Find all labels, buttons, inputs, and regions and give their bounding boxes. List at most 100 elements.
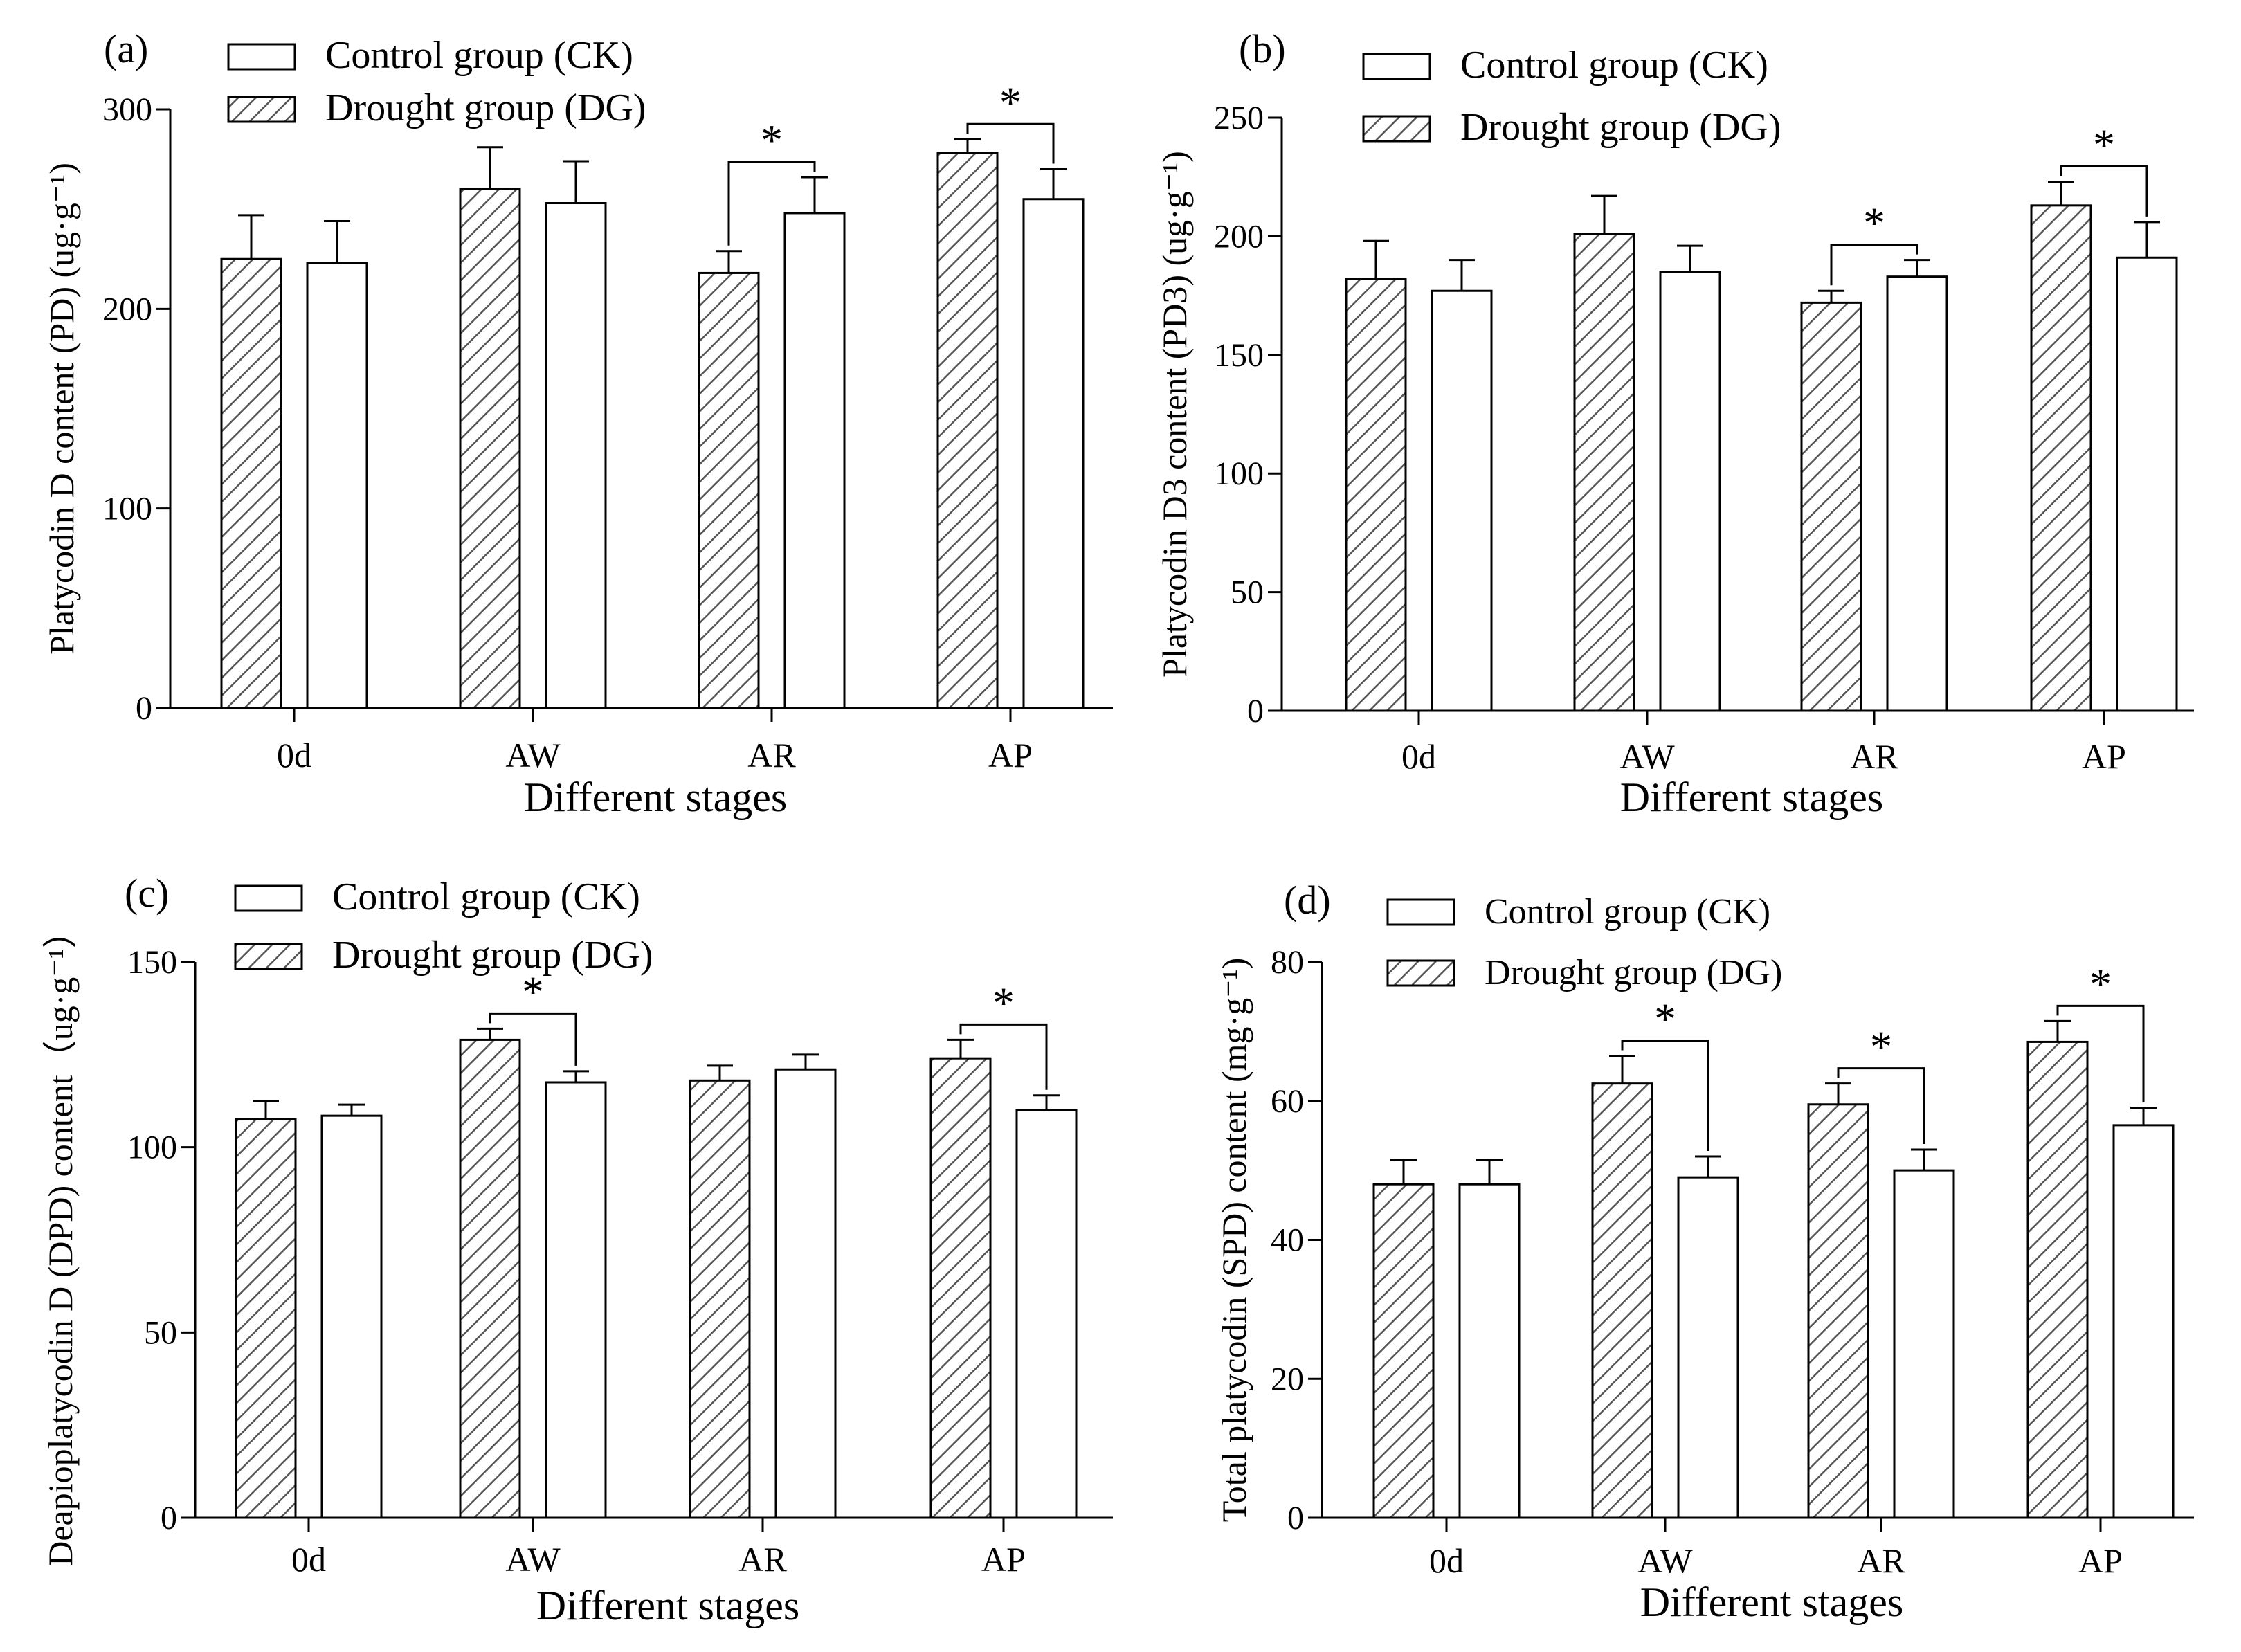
chart-panel-c: (c) 0 50 100 150 Deapioplatycodin D (DPD) con… <box>41 871 1113 1628</box>
bar-control <box>2116 256 2178 712</box>
bar-control <box>1015 1109 1078 1519</box>
bar-drought <box>1573 233 1635 712</box>
x-tick-label: 0d <box>1401 737 1436 776</box>
bar-drought <box>698 271 760 709</box>
bar-control <box>1677 1176 1739 1519</box>
significance-marker: * <box>1870 1022 1892 1071</box>
legend: Control group (CK) Drought group (DG) <box>1386 892 1782 992</box>
significance-bracket <box>489 1012 577 1066</box>
legend-label-control: Control group (CK) <box>332 875 640 918</box>
y-tick-label: 0 <box>136 690 152 727</box>
bar-control <box>306 262 368 709</box>
bar-control <box>1022 198 1085 709</box>
significance-bracket <box>727 161 816 246</box>
legend-swatch-control <box>227 43 296 71</box>
bar-control <box>320 1114 383 1519</box>
x-tick-label: AR <box>747 736 796 774</box>
significance-marker: * <box>2089 959 2112 1008</box>
significance-bracket <box>1837 1067 1925 1145</box>
legend: Control group (CK) Drought group (DG) <box>1362 44 1781 149</box>
y-axis-label: Total platycodin (SPD) content (mg·g⁻¹) <box>1215 958 1253 1523</box>
x-axis-label: Different stages <box>1640 1579 1903 1625</box>
bar-drought <box>1345 278 1407 712</box>
x-tick-label: AR <box>1850 737 1898 776</box>
legend-swatch-drought <box>227 96 296 123</box>
bar-control <box>783 212 846 709</box>
significance-bracket <box>966 122 1055 164</box>
x-tick-label: AW <box>505 1540 561 1579</box>
y-axis-label: Platycodin D content (PD) (ug·g⁻¹) <box>42 163 81 655</box>
x-tick-label: AW <box>1637 1541 1693 1580</box>
legend-label-control: Control group (CK) <box>325 34 633 77</box>
significance-marker: * <box>992 978 1015 1027</box>
bar-control <box>1886 275 1948 712</box>
bar-drought <box>1800 301 1862 712</box>
y-tick-label: 150 <box>1214 337 1264 374</box>
bar-drought <box>220 257 282 709</box>
x-tick-label: AR <box>1857 1541 1905 1580</box>
y-tick-label: 200 <box>102 291 152 327</box>
y-tick-label: 200 <box>1214 218 1264 255</box>
x-tick-label: 0d <box>1429 1541 1464 1580</box>
bar-control <box>545 202 607 709</box>
x-tick-label: AR <box>738 1540 787 1579</box>
x-tick-label: AP <box>2078 1541 2123 1580</box>
significance-bracket <box>2060 165 2148 217</box>
significance-bracket <box>1621 1040 1709 1152</box>
significance-marker: * <box>761 116 783 165</box>
bar-control <box>1458 1183 1521 1519</box>
y-tick-label: 20 <box>1271 1361 1304 1397</box>
significance-marker: * <box>1654 995 1676 1044</box>
x-tick-label: 0d <box>277 736 311 774</box>
x-tick-label: AP <box>988 736 1033 774</box>
bar-drought <box>2026 1040 2089 1519</box>
x-axis-label: Different stages <box>1620 774 1883 820</box>
significance-marker: * <box>1863 199 1885 248</box>
chart-panel-d: (d) 0 20 40 60 80 Total platycodin (SPD) conte… <box>1215 878 2194 1625</box>
bar-drought <box>2030 204 2092 712</box>
bar-control <box>1431 289 1493 712</box>
bar-control <box>1893 1169 1955 1519</box>
x-tick-label: AW <box>505 736 561 774</box>
bar-control <box>774 1068 837 1519</box>
chart-panel-a: (a) 0 100 200 300 Platycodin D content (PD) (… <box>42 26 1113 820</box>
y-tick-label: 100 <box>1214 455 1264 492</box>
x-axis-label: Different stages <box>536 1583 799 1628</box>
legend: Control group (CK) Drought group (DG) <box>234 875 653 977</box>
x-tick-label: AP <box>2082 737 2126 776</box>
bar-drought <box>235 1118 297 1519</box>
bar-drought <box>936 152 999 709</box>
y-axis-label: Deapioplatycodin D (DPD) content（ug·g⁻¹） <box>41 914 80 1566</box>
legend-label-drought: Drought group (DG) <box>1460 106 1781 149</box>
bar-drought <box>459 1038 521 1519</box>
bar-drought <box>1591 1082 1653 1519</box>
legend: Control group (CK) Drought group (DG) <box>227 34 646 129</box>
significance-marker: * <box>999 78 1022 127</box>
legend-swatch-drought <box>234 943 303 970</box>
bar-control <box>545 1081 607 1519</box>
y-tick-label: 0 <box>1287 1500 1304 1536</box>
y-tick-label: 250 <box>1214 100 1264 136</box>
legend-swatch-control <box>1362 53 1431 80</box>
x-tick-label: 0d <box>291 1540 326 1579</box>
significance-bracket <box>2056 1004 2145 1102</box>
y-tick-label: 0 <box>161 1500 177 1536</box>
bar-drought <box>689 1079 751 1519</box>
x-axis-label: Different stages <box>524 774 787 820</box>
legend-swatch-drought <box>1386 959 1455 987</box>
panel-label: (c) <box>125 871 169 916</box>
significance-bracket <box>959 1023 1048 1090</box>
significance-bracket <box>1830 244 1918 286</box>
y-tick-label: 50 <box>1231 574 1264 611</box>
bar-control <box>1659 271 1721 712</box>
chart-panel-b: (b) 0 50 100 150 200 250 Platycodin D3 content … <box>1155 26 2194 820</box>
legend-swatch-drought <box>1362 115 1431 143</box>
bar-drought <box>929 1057 992 1519</box>
x-tick-label: AW <box>1619 737 1675 776</box>
y-tick-label: 60 <box>1271 1083 1304 1120</box>
legend-label-drought: Drought group (DG) <box>1485 953 1782 992</box>
y-tick-label: 0 <box>1247 693 1264 729</box>
panel-label: (d) <box>1284 878 1331 923</box>
panel-label: (a) <box>104 26 148 71</box>
